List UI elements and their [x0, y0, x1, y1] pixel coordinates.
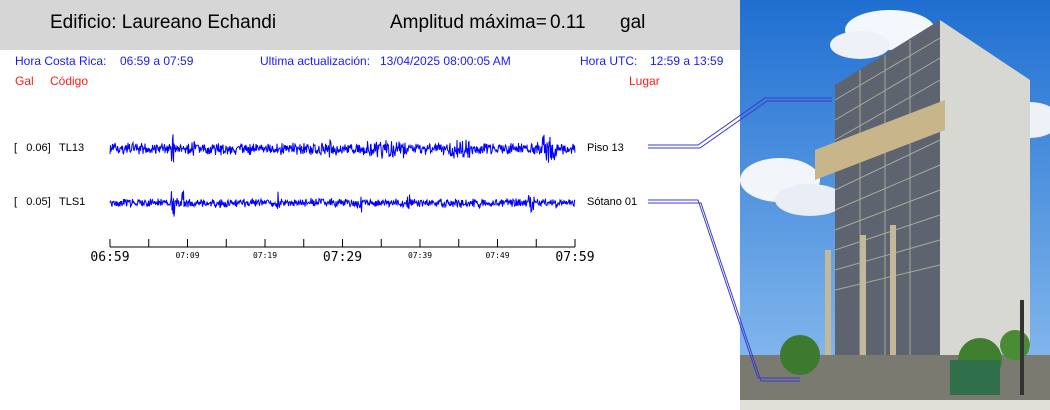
place-column-header: Lugar: [629, 74, 660, 88]
header-bar: Edificio: Laureano Echandi Amplitud máxi…: [0, 0, 740, 50]
max-amplitude-unit: gal: [620, 12, 646, 33]
seismogram-plot: 06:59 07:09 07:19 07:29 07:39 07:49 07:59: [90, 134, 595, 265]
last-update-value: 13/04/2025 08:00:05 AM: [380, 54, 511, 68]
time-axis: 06:59 07:09 07:19 07:29 07:39 07:49 07:59: [90, 239, 595, 265]
time-axis-minor-label: 07:39: [408, 251, 432, 260]
trace-2-amplitude: [ 0.05]: [14, 196, 51, 208]
time-axis-major-label: 07:59: [555, 250, 594, 265]
trace-2-place: Sótano 01: [587, 196, 638, 208]
building-photo: [740, 0, 1050, 410]
max-amplitude-label: Amplitud máxima=: [390, 12, 547, 33]
time-axis-minor-label: 07:49: [485, 251, 509, 260]
trace-2-waveform: [109, 190, 576, 217]
code-column-header: Código: [50, 74, 89, 88]
utc-time-label: Hora UTC:: [580, 54, 638, 68]
time-axis-minor-label: 07:09: [175, 251, 199, 260]
time-axis-minor-label: 07:19: [253, 251, 277, 260]
building-title: Edificio: Laureano Echandi: [50, 12, 277, 33]
trace-1-amplitude: [ 0.06]: [14, 142, 51, 154]
time-axis-major-label: 06:59: [90, 250, 129, 265]
last-update-label: Ultima actualización:: [260, 54, 371, 68]
gal-column-header: Gal: [15, 74, 34, 88]
trace-1-code: TL13: [59, 142, 85, 154]
trace-1-place: Piso 13: [587, 142, 624, 154]
cr-time-label: Hora Costa Rica:: [15, 54, 107, 68]
time-axis-major-label: 07:29: [323, 250, 362, 265]
max-amplitude-value: 0.11: [550, 12, 586, 33]
trace-2-code: TLS1: [59, 196, 86, 208]
trace-1-waveform: [109, 134, 576, 163]
cr-time-range: 06:59 a 07:59: [120, 54, 194, 68]
utc-time-range: 12:59 a 13:59: [650, 54, 724, 68]
